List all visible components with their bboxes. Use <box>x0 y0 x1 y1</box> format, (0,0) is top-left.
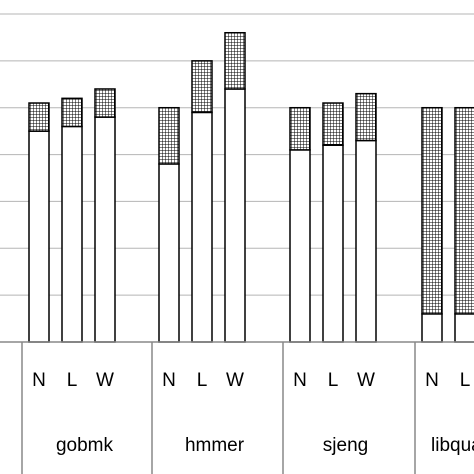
bar-base-segment <box>28 130 50 343</box>
bar-base-segment <box>158 163 180 343</box>
bar-top-segment <box>355 92 377 142</box>
tick-label: L <box>328 370 339 391</box>
tick-label: W <box>96 370 114 391</box>
bar-top-segment <box>421 106 443 315</box>
group-label: libquantum <box>431 435 474 456</box>
bar-top-segment <box>61 97 83 128</box>
bar-top-segment <box>454 106 474 315</box>
bar-top-segment <box>191 60 213 114</box>
bar-base-segment <box>191 111 213 343</box>
bar-base-segment <box>421 313 443 343</box>
bar-base-segment <box>454 313 474 343</box>
tick-label: N <box>162 370 176 391</box>
bars <box>28 31 474 343</box>
x-axis <box>0 341 474 474</box>
bar-top-segment <box>158 106 180 165</box>
bar-top-segment <box>28 102 50 132</box>
bar-base-segment <box>355 139 377 343</box>
bar-top-segment <box>94 88 116 118</box>
tick-label: N <box>425 370 439 391</box>
group-label: sjeng <box>323 435 368 456</box>
x-labels: NLWgobmkNLWhmmerNLWsjengNLlibquantum <box>32 370 474 456</box>
bar-top-segment <box>224 31 246 90</box>
tick-label: W <box>226 370 244 391</box>
tick-label: L <box>197 370 208 391</box>
bar-base-segment <box>61 125 83 343</box>
bar-base-segment <box>322 144 344 343</box>
group-label: gobmk <box>56 435 114 456</box>
bar-top-segment <box>322 102 344 146</box>
tick-label: W <box>357 370 375 391</box>
tick-label: N <box>293 370 307 391</box>
tick-label: N <box>32 370 46 391</box>
tick-label: L <box>67 370 78 391</box>
bar-top-segment <box>289 106 311 151</box>
bar-base-segment <box>94 116 116 343</box>
group-label: hmmer <box>185 435 245 456</box>
bar-base-segment <box>289 149 311 343</box>
tick-label: L <box>460 370 471 391</box>
bar-base-segment <box>224 88 246 343</box>
